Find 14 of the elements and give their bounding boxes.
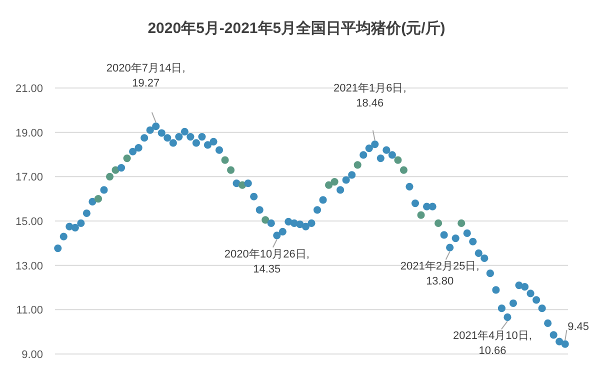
annotation: 2020年7月14日, 19.27: [106, 62, 186, 90]
y-tick-label: 17.00: [15, 172, 43, 184]
annotation: 9.45: [568, 321, 589, 334]
y-tick-label: 21.00: [15, 83, 43, 95]
chart-title: 2020年5月-2021年5月全国日平均猪价(元/斤): [148, 20, 446, 37]
y-tick-label: 11.00: [16, 304, 43, 317]
y-tick-label: 15.00: [15, 216, 43, 228]
y-tick-label: 9.00: [22, 349, 43, 361]
annotation: 2021年1月6日, 18.46: [334, 82, 406, 110]
annotation: 2021年2月25日, 13.80: [400, 260, 480, 288]
y-tick-label: 13.00: [15, 260, 43, 272]
annotation: 2021年4月10日, 10.66: [453, 330, 532, 358]
y-tick-label: 19.00: [15, 127, 43, 140]
annotation: 2020年10月26日, 14.35: [224, 248, 310, 276]
